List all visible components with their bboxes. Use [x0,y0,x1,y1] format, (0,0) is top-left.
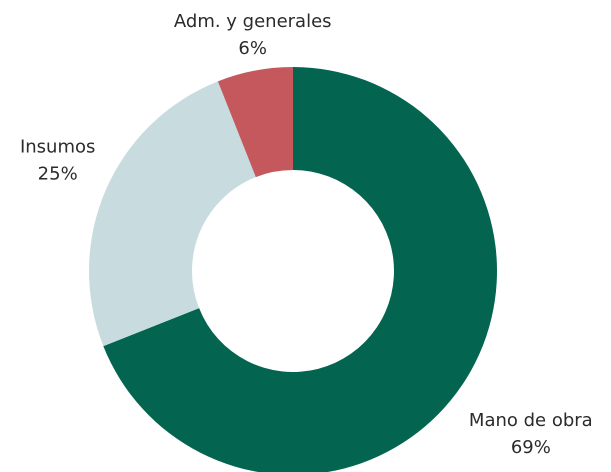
slice-label: Adm. y generales [174,11,332,32]
slice [103,67,497,472]
slice-label: Mano de obra [469,410,593,431]
slice-label: Insumos [20,137,95,158]
slice [88,81,256,347]
value-label: 69% [511,437,551,458]
slice [217,67,293,178]
value-label: 25% [38,164,78,185]
value-label: 6% [238,38,267,59]
